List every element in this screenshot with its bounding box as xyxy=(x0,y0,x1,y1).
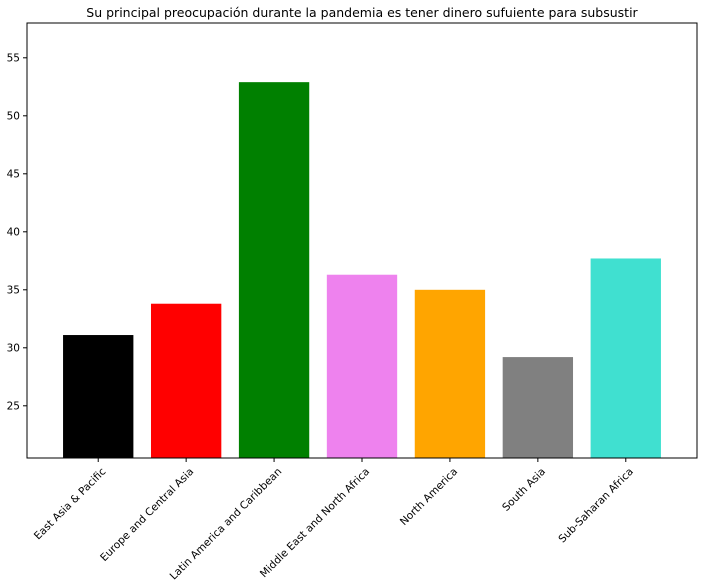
y-tick-label: 45 xyxy=(7,169,20,181)
bar-7 xyxy=(591,258,661,458)
y-tick-label: 30 xyxy=(7,343,20,355)
bar-1 xyxy=(63,335,133,458)
y-tick-label: 25 xyxy=(7,401,20,413)
chart-title: Su principal preocupación durante la pan… xyxy=(86,5,638,20)
x-tick-label: East Asia & Pacific xyxy=(32,466,109,543)
y-tick-label: 40 xyxy=(7,227,20,239)
y-tick-label: 35 xyxy=(7,285,20,297)
x-tick-label: South Asia xyxy=(500,466,548,514)
x-tick-label: Europe and Central Asia xyxy=(98,466,196,564)
x-tick-label: North America xyxy=(398,466,460,528)
bar-3 xyxy=(239,82,309,458)
y-tick-label: 50 xyxy=(7,111,20,123)
bar-6 xyxy=(503,357,573,458)
x-tick-label: Sub-Saharan Africa xyxy=(556,466,636,546)
bars-layer xyxy=(63,82,661,458)
bar-2 xyxy=(151,304,221,458)
bar-4 xyxy=(327,275,397,458)
bar-5 xyxy=(415,290,485,458)
y-tick-label: 55 xyxy=(7,53,20,65)
